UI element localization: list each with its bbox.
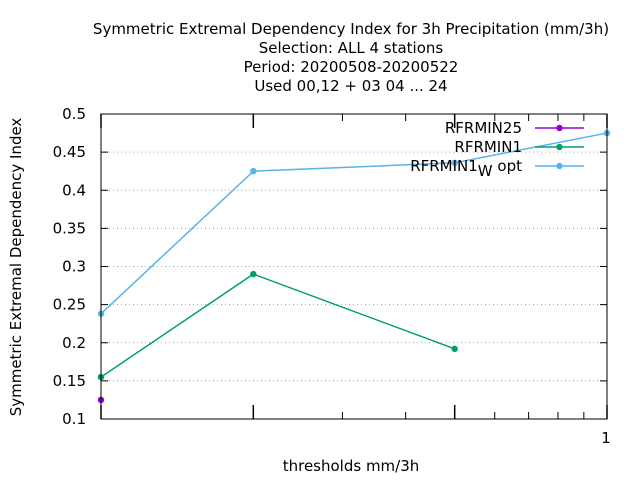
title-line: Symmetric Extremal Dependency Index for … [93,20,609,38]
x-tick-label: 1 [601,429,611,447]
data-point [250,167,257,175]
y-tick-label: 0.1 [62,410,86,428]
data-point [451,159,458,166]
axis-ticks: 0.1 0.15 0.2 0.25 0.3 0.35 0.4 0.45 0.5 1 [53,105,611,447]
y-tick-label: 0.3 [62,258,86,276]
legend-label-suffix: opt [493,157,522,175]
legend-label-subscript: W [478,162,493,180]
legend-label: RFRMIN25 [445,119,522,137]
y-axis-label: Symmetric Extremal Dependency Index [7,118,25,417]
y-tick-label: 0.4 [62,181,86,199]
x-axis-label: thresholds mm/3h [283,457,420,475]
grid [101,151,607,382]
y-tick-label: 0.45 [53,143,86,161]
data-point [451,345,458,353]
legend-label: RFRMIN1 [454,138,522,156]
data-point [250,270,257,278]
legend-swatch-point [556,143,563,151]
legend-label-name: RFRMIN1 [454,138,522,156]
title-line: Used 00,12 + 03 04 ... 24 [254,77,447,95]
series-2 [97,129,611,317]
series-1 [97,270,458,381]
y-tick-label: 0.5 [62,105,86,123]
chart-title: Symmetric Extremal Dependency Index for … [93,20,609,95]
y-tick-label: 0.2 [62,334,86,352]
y-tick-label: 0.35 [53,219,86,237]
legend-label: RFRMIN1W opt [410,157,522,180]
title-line: Selection: ALL 4 stations [259,39,444,57]
y-tick-label: 0.15 [53,372,86,390]
legend-label-name: RFRMIN1 [410,157,478,175]
legend-swatch-point [556,162,563,170]
y-tick-label: 0.25 [53,296,86,314]
legend-swatch-point [556,124,563,132]
series-line [100,132,608,315]
series-line [100,273,455,378]
title-line: Period: 20200508-20200522 [244,58,459,76]
legend-label-name: RFRMIN25 [445,119,522,137]
